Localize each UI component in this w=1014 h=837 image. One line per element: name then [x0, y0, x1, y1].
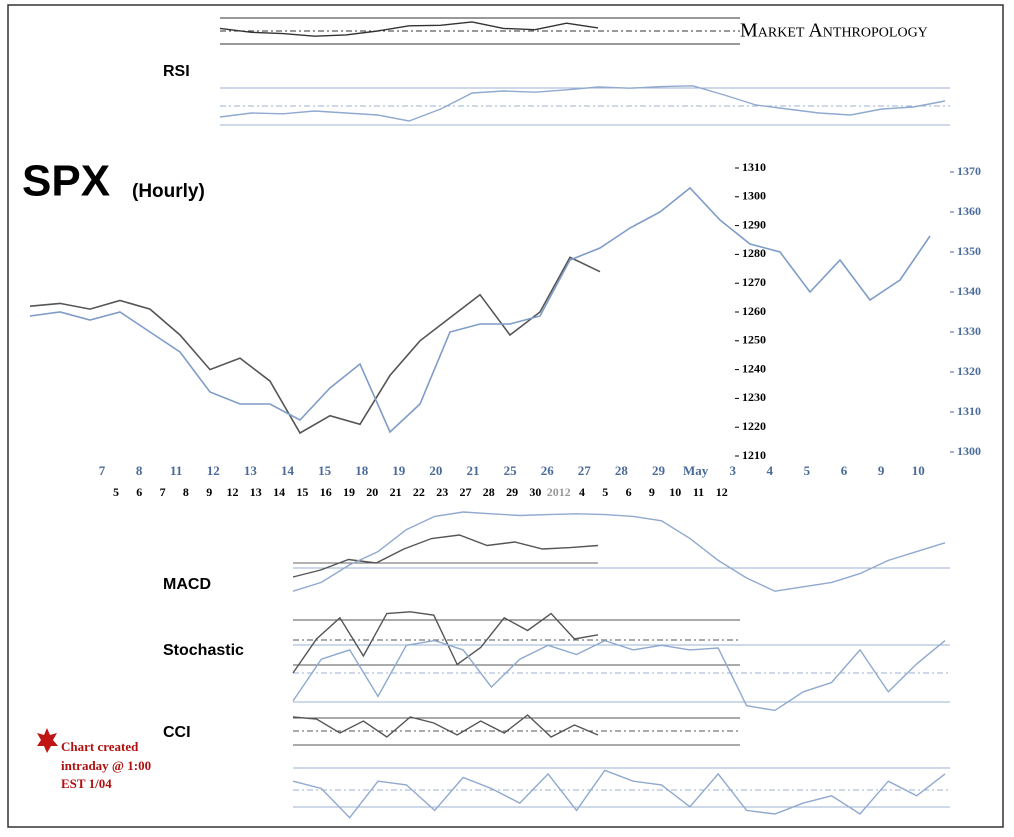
x-tick-label: 5	[113, 485, 119, 499]
x-tick-label: 9	[649, 485, 655, 499]
x-tick-label: 23	[436, 485, 448, 499]
x-tick-label: 14	[281, 463, 295, 478]
y-tick-label: 1220	[742, 419, 766, 433]
chart-subtitle: (Hourly)	[132, 181, 205, 202]
x-tick-label: 5	[804, 463, 811, 478]
frame	[7, 4, 1004, 828]
x-tick-label: 26	[541, 463, 555, 478]
x-tick-label: 10	[669, 485, 681, 499]
x-tick-label: 3	[729, 463, 736, 478]
x-tick-label: 6	[626, 485, 632, 499]
x-tick-label: 21	[467, 463, 480, 478]
x-tick-label: 12	[207, 463, 220, 478]
y2-tick-label: 1300	[957, 444, 981, 458]
y-tick-label: 1300	[742, 189, 766, 203]
series-line	[292, 534, 599, 578]
series-line	[219, 21, 599, 37]
x-tick-label: 25	[504, 463, 518, 478]
x-tick-label: 14	[273, 485, 285, 499]
x-tick-label: 7	[160, 485, 166, 499]
series-line	[292, 639, 946, 712]
panel-label: MACD	[163, 576, 211, 593]
x-tick-label: 4	[767, 463, 774, 478]
x-tick-label: 6	[136, 485, 142, 499]
x-tick-label: 30	[529, 485, 541, 499]
x-tick-label: 27	[460, 485, 472, 499]
y-tick-label: 1230	[742, 390, 766, 404]
x-tick-label: 18	[355, 463, 369, 478]
note-icon	[37, 728, 58, 753]
x-tick-label: 12	[716, 485, 728, 499]
x-tick-label: 16	[320, 485, 332, 499]
x-tick-label: 27	[578, 463, 592, 478]
series-line	[292, 714, 599, 738]
x-tick-label: 20	[429, 463, 442, 478]
chart-title: SPX	[22, 157, 110, 206]
y-tick-label: 1250	[742, 333, 766, 347]
y2-tick-label: 1330	[957, 324, 981, 338]
note-line: Chart created	[61, 739, 139, 754]
note-line: intraday @ 1:00	[61, 758, 151, 773]
panel-label: CCI	[163, 724, 191, 741]
note-line: EST 1/04	[61, 776, 112, 791]
x-tick-label: 9	[878, 463, 885, 478]
x-tick-label: 21	[390, 485, 402, 499]
y2-tick-label: 1320	[957, 364, 981, 378]
x-tick-label: May	[683, 463, 709, 478]
y-tick-label: 1240	[742, 361, 766, 375]
y2-tick-label: 1350	[957, 244, 981, 258]
x-tick-label: 29	[652, 463, 666, 478]
x-tick-label: 10	[912, 463, 925, 478]
y-tick-label: 1280	[742, 246, 766, 260]
x-tick-label: 4	[579, 485, 585, 499]
x-tick-label: 7	[99, 463, 106, 478]
x-tick-label: 20	[366, 485, 378, 499]
x-tick-label: 19	[392, 463, 406, 478]
panel-label: Stochastic	[163, 642, 244, 659]
y-tick-label: 1290	[742, 217, 766, 231]
series-line	[292, 769, 946, 819]
x-tick-label: 29	[506, 485, 518, 499]
x-tick-label: 13	[244, 463, 258, 478]
x-tick-label: 12	[227, 485, 239, 499]
series-line	[292, 511, 946, 592]
x-tick-label: 11	[170, 463, 182, 478]
y-tick-label: 1260	[742, 304, 766, 318]
series-line	[29, 186, 931, 434]
y-tick-label: 1310	[742, 160, 766, 174]
x-tick-label: 22	[413, 485, 425, 499]
x-tick-label: 11	[693, 485, 704, 499]
x-tick-label: 2012	[547, 485, 571, 499]
x-tick-label: 15	[318, 463, 332, 478]
x-tick-label: 13	[250, 485, 262, 499]
series-line	[292, 611, 599, 674]
y2-tick-label: 1360	[957, 204, 981, 218]
series-line	[219, 85, 946, 122]
x-tick-label: 9	[206, 485, 212, 499]
x-tick-label: 28	[615, 463, 629, 478]
x-tick-label: 8	[136, 463, 143, 478]
x-tick-label: 15	[296, 485, 308, 499]
x-tick-label: 19	[343, 485, 355, 499]
x-tick-label: 8	[183, 485, 189, 499]
brand: Market Anthropology	[740, 20, 928, 42]
y2-tick-label: 1310	[957, 404, 981, 418]
x-tick-label: 6	[841, 463, 848, 478]
series-line	[29, 256, 601, 435]
y-tick-label: 1270	[742, 275, 766, 289]
x-tick-label: 5	[602, 485, 608, 499]
y2-tick-label: 1340	[957, 284, 981, 298]
x-tick-label: 28	[483, 485, 495, 499]
panel-label: RSI	[163, 63, 190, 80]
y2-tick-label: 1370	[957, 164, 981, 178]
y-tick-label: 1210	[742, 448, 766, 462]
